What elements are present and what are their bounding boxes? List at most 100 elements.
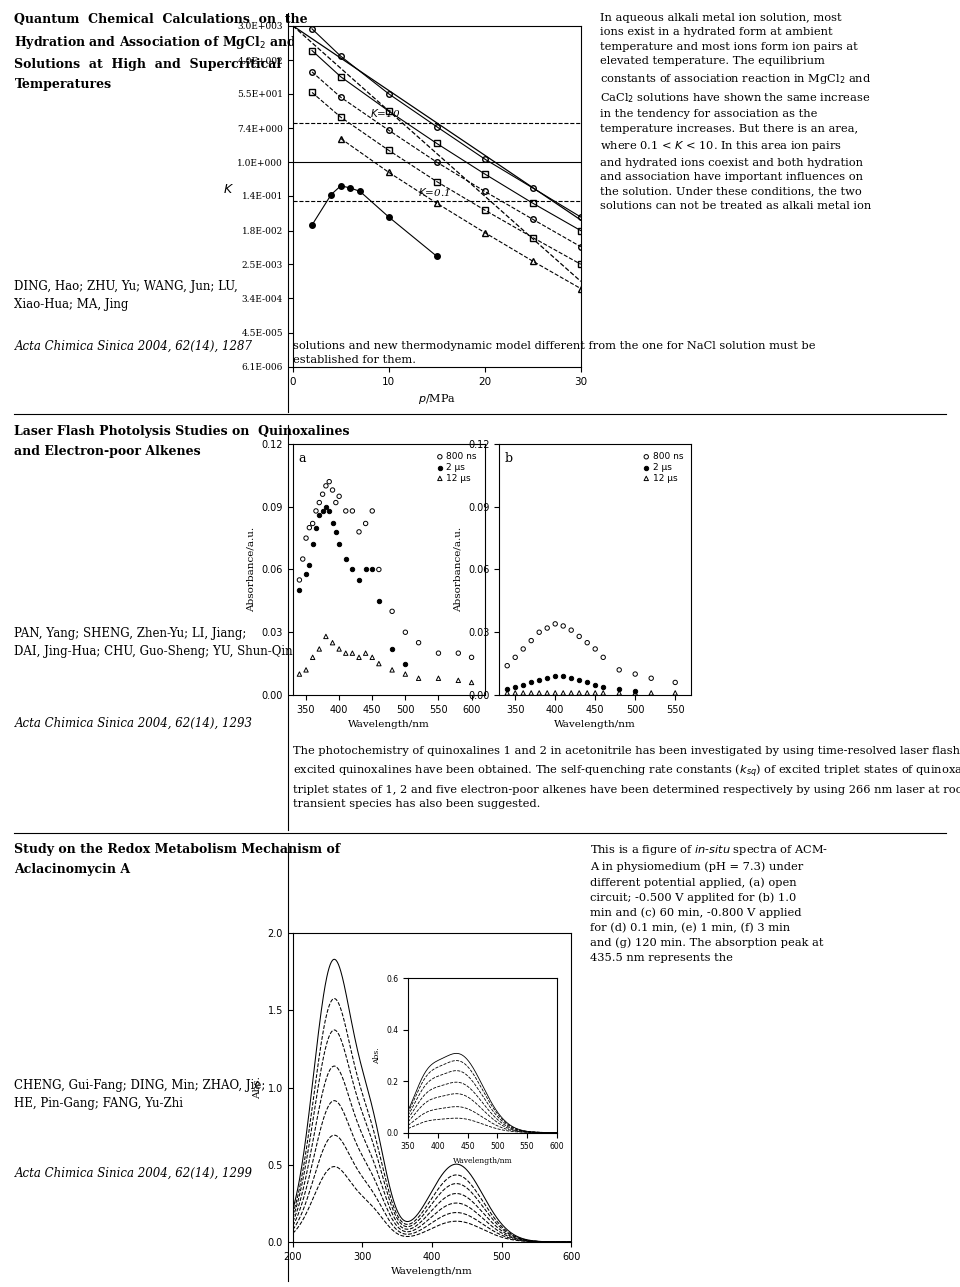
- Y-axis label: Abs.: Abs.: [253, 1076, 262, 1099]
- 800 ns: [532, 622, 547, 642]
- 12 μs: [516, 682, 531, 703]
- 12 μs: [508, 682, 523, 703]
- Text: The photochemistry of quinoxalines 1 and 2 in acetonitrile has been investigated: The photochemistry of quinoxalines 1 and…: [293, 746, 960, 810]
- 12 μs: [397, 664, 413, 685]
- 12 μs: [372, 654, 387, 674]
- Y-axis label: Abs.: Abs.: [372, 1048, 380, 1063]
- X-axis label: Wavelength/nm: Wavelength/nm: [348, 721, 430, 730]
- 800 ns: [523, 631, 539, 651]
- Text: $K$=10: $K$=10: [370, 107, 400, 120]
- 12 μs: [299, 659, 314, 680]
- 2 μs: [397, 654, 413, 674]
- 12 μs: [324, 632, 340, 653]
- Text: Study on the Redox Metabolism Mechanism of
Aclacinomycin A: Study on the Redox Metabolism Mechanism …: [14, 843, 341, 876]
- 800 ns: [612, 659, 627, 680]
- 800 ns: [372, 559, 387, 579]
- 12 μs: [628, 682, 643, 703]
- Text: In aqueous alkali metal ion solution, most
ions exist in a hydrated form at ambi: In aqueous alkali metal ion solution, mo…: [600, 13, 872, 211]
- 2 μs: [499, 678, 515, 699]
- Legend: 800 ns, 2 μs, 12 μs: 800 ns, 2 μs, 12 μs: [638, 449, 686, 486]
- 12 μs: [450, 671, 466, 691]
- 800 ns: [547, 614, 563, 634]
- X-axis label: Wavelength/nm: Wavelength/nm: [554, 721, 636, 730]
- 2 μs: [508, 677, 523, 698]
- 800 ns: [351, 521, 367, 542]
- 2 μs: [331, 534, 347, 555]
- 800 ns: [338, 501, 353, 521]
- Text: This is a figure of $in$-$situ$ spectra of ACM-
A in physiomedium (pH = 7.3) und: This is a figure of $in$-$situ$ spectra …: [590, 843, 828, 963]
- 2 μs: [523, 672, 539, 692]
- 2 μs: [299, 564, 314, 584]
- 2 μs: [540, 668, 555, 689]
- 2 μs: [312, 505, 327, 525]
- 2 μs: [564, 668, 579, 689]
- 12 μs: [312, 638, 327, 659]
- Text: a: a: [299, 452, 306, 465]
- 12 μs: [365, 647, 380, 668]
- 800 ns: [324, 480, 340, 501]
- 2 μs: [338, 548, 353, 569]
- 12 μs: [580, 682, 595, 703]
- 800 ns: [667, 672, 683, 692]
- 800 ns: [365, 501, 380, 521]
- 2 μs: [628, 681, 643, 701]
- 2 μs: [384, 638, 399, 659]
- 12 μs: [571, 682, 587, 703]
- 12 μs: [643, 682, 659, 703]
- 800 ns: [331, 486, 347, 507]
- X-axis label: Wavelength/nm: Wavelength/nm: [391, 1268, 473, 1277]
- 800 ns: [516, 638, 531, 659]
- 2 μs: [571, 671, 587, 691]
- 2 μs: [372, 591, 387, 611]
- 800 ns: [312, 492, 327, 512]
- 800 ns: [540, 618, 555, 638]
- 2 μs: [365, 559, 380, 579]
- 12 μs: [556, 682, 571, 703]
- X-axis label: $p$/MPa: $p$/MPa: [418, 393, 456, 407]
- 2 μs: [308, 517, 324, 538]
- Text: b: b: [505, 452, 513, 465]
- 12 μs: [499, 682, 515, 703]
- Text: DING, Hao; ZHU, Yu; WANG, Jun; LU,
Xiao-Hua; MA, Jing: DING, Hao; ZHU, Yu; WANG, Jun; LU, Xiao-…: [14, 281, 238, 311]
- 2 μs: [532, 671, 547, 691]
- Text: solutions and new thermodynamic model different from the one for NaCl solution m: solutions and new thermodynamic model di…: [293, 341, 815, 366]
- Y-axis label: Absorbance/a.u.: Absorbance/a.u.: [247, 526, 256, 613]
- 800 ns: [305, 514, 321, 534]
- 800 ns: [345, 501, 360, 521]
- 800 ns: [411, 632, 426, 653]
- Text: Acta Chimica Sinica 2004, 62(14), 1293: Acta Chimica Sinica 2004, 62(14), 1293: [14, 717, 252, 730]
- 12 μs: [595, 682, 611, 703]
- 2 μs: [305, 534, 321, 555]
- 2 μs: [580, 672, 595, 692]
- 12 μs: [384, 659, 399, 680]
- 800 ns: [397, 622, 413, 642]
- 800 ns: [628, 664, 643, 685]
- Y-axis label: $K$: $K$: [224, 183, 234, 196]
- 2 μs: [322, 501, 337, 521]
- 12 μs: [431, 668, 446, 689]
- 800 ns: [315, 484, 330, 505]
- 800 ns: [358, 514, 373, 534]
- Text: Acta Chimica Sinica 2004, 62(14), 1299: Acta Chimica Sinica 2004, 62(14), 1299: [14, 1167, 252, 1180]
- 800 ns: [301, 517, 317, 538]
- 2 μs: [612, 678, 627, 699]
- 800 ns: [564, 620, 579, 641]
- 12 μs: [345, 644, 360, 664]
- 12 μs: [532, 682, 547, 703]
- 2 μs: [588, 674, 603, 695]
- Text: Acta Chimica Sinica 2004, 62(14), 1287: Acta Chimica Sinica 2004, 62(14), 1287: [14, 340, 252, 353]
- 2 μs: [324, 514, 340, 534]
- 12 μs: [351, 647, 367, 668]
- 2 μs: [556, 665, 571, 686]
- Legend: 800 ns, 2 μs, 12 μs: 800 ns, 2 μs, 12 μs: [432, 449, 480, 486]
- 800 ns: [450, 644, 466, 664]
- Text: $K$=0.1: $K$=0.1: [418, 187, 449, 198]
- 12 μs: [331, 638, 347, 659]
- 2 μs: [318, 497, 333, 517]
- 800 ns: [295, 548, 310, 569]
- 2 μs: [292, 580, 307, 601]
- 800 ns: [580, 632, 595, 653]
- 2 μs: [547, 665, 563, 686]
- 12 μs: [523, 682, 539, 703]
- 800 ns: [318, 475, 333, 495]
